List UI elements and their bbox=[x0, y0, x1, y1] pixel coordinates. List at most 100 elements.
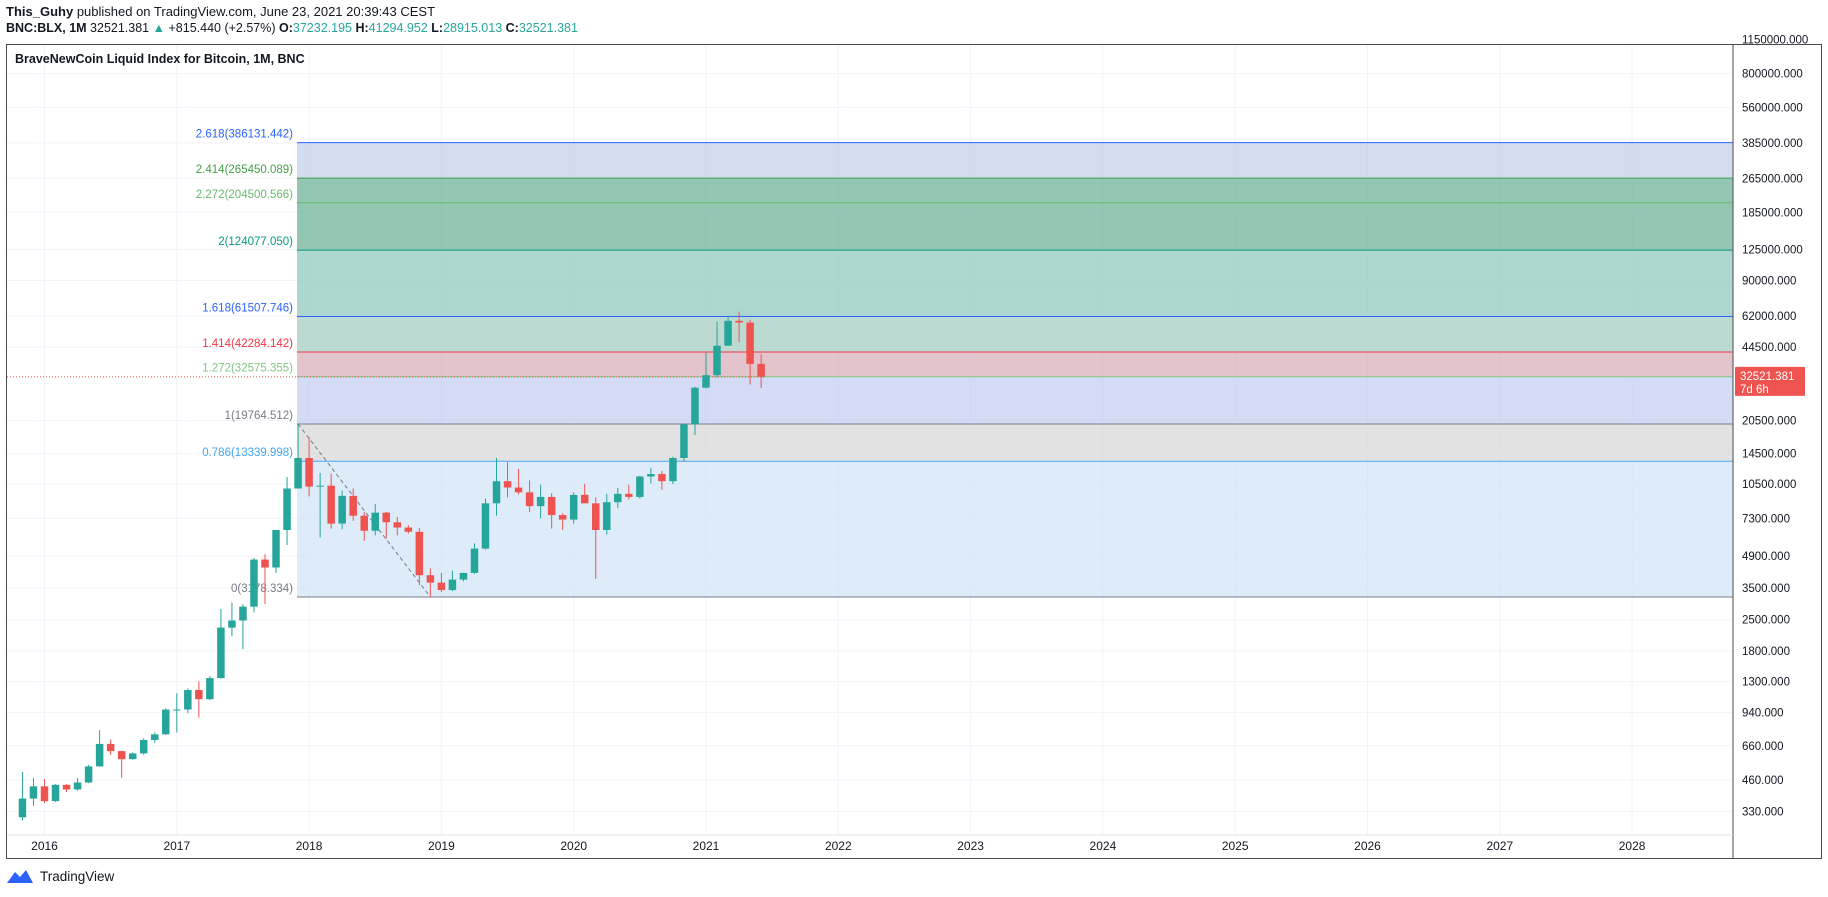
chart-title: BraveNewCoin Liquid Index for Bitcoin, 1… bbox=[15, 52, 305, 66]
candle-up bbox=[492, 458, 501, 516]
price-tick-label: 560000.000 bbox=[1742, 102, 1803, 114]
candle-body bbox=[95, 743, 104, 767]
candle-up bbox=[239, 604, 247, 650]
candle-up bbox=[217, 608, 225, 679]
candle-body bbox=[569, 494, 578, 520]
fib-level-label: 1(19764.512) bbox=[225, 410, 294, 422]
candle-up bbox=[536, 484, 545, 519]
candle-body bbox=[40, 786, 49, 802]
candle-down bbox=[261, 554, 269, 605]
candle-body bbox=[503, 481, 512, 488]
candle-body bbox=[228, 620, 236, 628]
candle-up bbox=[569, 492, 578, 524]
fib-zone bbox=[297, 376, 1733, 424]
candle-body bbox=[239, 606, 247, 621]
candle-up bbox=[51, 784, 60, 802]
candle-body bbox=[62, 784, 71, 790]
candle-up bbox=[481, 498, 490, 550]
candle-down bbox=[117, 750, 126, 778]
candle-body bbox=[73, 782, 82, 790]
price-tick-label: 3500.000 bbox=[1742, 583, 1790, 595]
price-tick-label: 460.000 bbox=[1742, 775, 1784, 787]
chart-frame bbox=[6, 44, 1822, 859]
time-tick-label: 2020 bbox=[560, 839, 587, 853]
price-tick-label: 62000.000 bbox=[1742, 311, 1796, 323]
candle-down bbox=[349, 488, 357, 521]
candle-body bbox=[614, 493, 622, 503]
candle-body bbox=[580, 494, 589, 504]
candle-up bbox=[371, 503, 379, 536]
time-tick-label: 2028 bbox=[1619, 839, 1646, 853]
candle-down bbox=[393, 516, 402, 536]
candle-body bbox=[261, 559, 269, 568]
fib-level-label: 1.414(42284.142) bbox=[202, 338, 293, 350]
candle-body bbox=[206, 678, 214, 700]
author-name: This_Guhy bbox=[6, 4, 74, 19]
candle-body bbox=[481, 503, 490, 549]
candle-body bbox=[382, 512, 391, 523]
candle-body bbox=[128, 753, 137, 760]
fib-level-label: 2.272(204500.566) bbox=[196, 189, 293, 201]
candle-down bbox=[514, 468, 523, 495]
candle-body bbox=[173, 709, 181, 711]
candle-down bbox=[404, 525, 413, 534]
candle-body bbox=[647, 474, 655, 477]
low-label: L: bbox=[431, 21, 444, 35]
candle-body bbox=[117, 751, 126, 760]
candle-body bbox=[470, 548, 479, 573]
change-value: +815.440 (+2.57%) bbox=[168, 21, 276, 35]
time-tick-label: 2022 bbox=[825, 839, 852, 853]
price-tick-label: 1150000.000 bbox=[1742, 34, 1808, 46]
candle-body bbox=[360, 515, 368, 531]
candle-body bbox=[349, 495, 357, 516]
candle-body bbox=[724, 320, 732, 346]
candle-body bbox=[514, 487, 523, 493]
candle-up bbox=[206, 675, 214, 701]
candle-body bbox=[426, 575, 435, 583]
candle-up bbox=[294, 424, 302, 489]
candle-up bbox=[680, 424, 688, 462]
candle-down bbox=[40, 778, 49, 804]
candle-up bbox=[669, 456, 677, 484]
candle-body bbox=[250, 559, 258, 607]
last-price-tag-value: 32521.381 bbox=[1740, 371, 1794, 383]
time-tick-label: 2021 bbox=[693, 839, 720, 853]
candle-body bbox=[305, 458, 313, 487]
candle-down bbox=[195, 681, 203, 718]
candle-up bbox=[691, 386, 699, 435]
candle-body bbox=[404, 527, 413, 532]
candle-body bbox=[415, 531, 424, 576]
candle-down bbox=[503, 462, 512, 498]
price-tick-label: 4900.000 bbox=[1742, 551, 1790, 563]
candle-down bbox=[558, 513, 567, 531]
candle-up bbox=[73, 777, 82, 791]
candle-up bbox=[724, 316, 732, 347]
price-axis: 1150000.000 800000.000 560000.000 385000.00… bbox=[1742, 34, 1808, 818]
fib-zone bbox=[297, 142, 1733, 179]
candle-down bbox=[327, 473, 335, 529]
fib-trend-line bbox=[297, 423, 431, 598]
time-tick-label: 2026 bbox=[1354, 839, 1381, 853]
candle-down bbox=[360, 512, 368, 541]
last-price-tag-bg bbox=[1735, 366, 1805, 396]
candle-up bbox=[228, 602, 236, 637]
price-tick-label: 940.000 bbox=[1742, 707, 1784, 719]
candle-down bbox=[437, 572, 446, 593]
candle-body bbox=[448, 579, 457, 591]
candle-body bbox=[757, 363, 765, 377]
price-tick-label: 10500.000 bbox=[1742, 479, 1796, 491]
price-tick-label: 20500.000 bbox=[1742, 416, 1796, 428]
candle-up bbox=[603, 493, 611, 535]
fib-level-label: 1.618(61507.746) bbox=[202, 303, 293, 315]
fib-zone bbox=[297, 250, 1733, 317]
candle-body bbox=[547, 496, 556, 516]
candle-body bbox=[272, 530, 280, 568]
price-tick-label: 125000.000 bbox=[1742, 244, 1803, 256]
open-label: O: bbox=[279, 21, 293, 35]
candle-up bbox=[713, 321, 721, 378]
time-tick-label: 2025 bbox=[1222, 839, 1249, 853]
candle-body bbox=[393, 522, 402, 528]
candle-body bbox=[625, 493, 633, 497]
candle-body bbox=[713, 345, 721, 376]
